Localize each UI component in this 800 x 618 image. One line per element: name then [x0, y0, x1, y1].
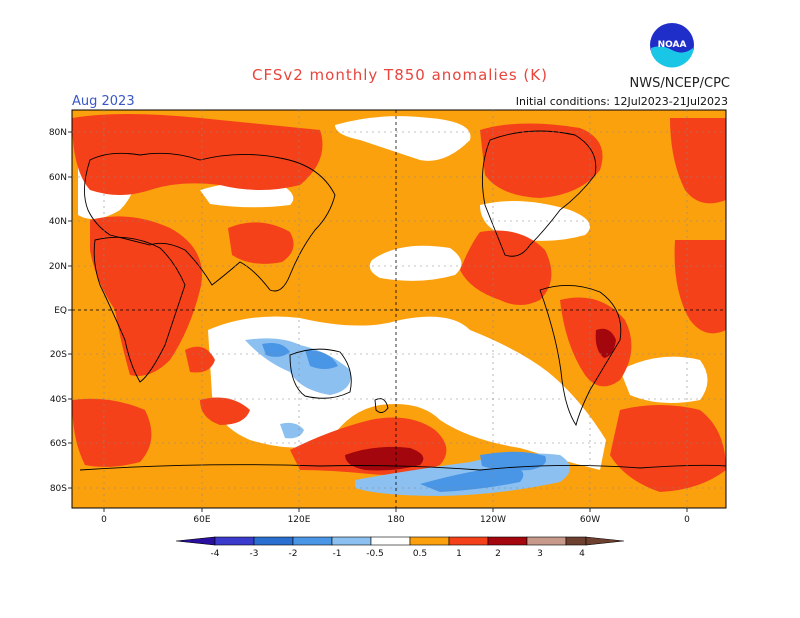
colorbar-m1-m05 [331, 536, 372, 546]
neutral-south-atlantic [620, 356, 708, 404]
lon-ticks [103, 508, 688, 512]
colorbar-label: 4 [579, 549, 585, 559]
lon-label: 60E [193, 515, 210, 525]
lon-label: 0 [101, 515, 107, 525]
colorbar-label: 1 [456, 549, 462, 559]
colorbar-m3-m2 [253, 536, 294, 546]
lon-label: 120W [480, 515, 506, 525]
chart-title: CFSv2 monthly T850 anomalies (K) [252, 66, 548, 84]
lat-labels: 80N 60N 40N 20N EQ 20S 40S 60S 80S [49, 128, 67, 494]
colorbar-label: -4 [211, 549, 220, 559]
lat-label: 60N [49, 173, 67, 183]
colorbar-label: 2 [495, 549, 501, 559]
anomaly-field [72, 110, 726, 508]
lon-label: 60W [580, 515, 600, 525]
lat-label: 40N [49, 217, 67, 227]
colorbar-p2-p3 [487, 536, 528, 546]
colorbar-label: -2 [289, 549, 298, 559]
graticule [72, 110, 726, 508]
logo-text: NOAA [658, 40, 687, 50]
colorbar-gt-p4 [585, 536, 625, 546]
colorbar-label: -0.5 [366, 549, 384, 559]
anomaly-2-3 [345, 328, 616, 471]
forecast-month: Aug 2023 [72, 94, 135, 109]
colorbar-p1-p2 [448, 536, 489, 546]
neutral-north-pacific [369, 245, 462, 281]
map-frame [71, 109, 727, 509]
noaa-logo-icon: NOAA [650, 23, 694, 68]
lat-label: 40S [50, 395, 67, 405]
colorbar-p3-p4 [526, 536, 567, 546]
neutral-arctic [335, 116, 471, 161]
lon-label: 0 [684, 515, 690, 525]
colorbar-label: -3 [250, 549, 259, 559]
colorbar-p05-p1 [409, 536, 450, 546]
colorbar-labels: -4 -3 -2 -1 -0.5 0.5 1 2 3 4 [211, 549, 586, 559]
colorbar-label: -1 [333, 549, 342, 559]
colorbar [175, 536, 625, 546]
agency-label: NWS/NCEP/CPC [629, 76, 730, 91]
colorbar-label: 0.5 [413, 549, 427, 559]
colorbar-gt-p4-base [565, 536, 587, 546]
colorbar-neutral [370, 536, 411, 546]
lon-label: 120E [288, 515, 311, 525]
anomaly-1-2 [72, 114, 726, 492]
anomaly-negative [245, 338, 570, 496]
colorbar-label: 3 [537, 549, 543, 559]
initial-conditions: Initial conditions: 12Jul2023-21Jul2023 [515, 95, 728, 108]
lat-label: 20S [50, 350, 67, 360]
lat-label: 60S [50, 439, 67, 449]
colorbar-lt-minus4 [175, 536, 216, 546]
colorbar-m2-m1 [292, 536, 333, 546]
lat-ticks [68, 131, 72, 489]
coastlines [79, 130, 726, 471]
lat-label: EQ [54, 306, 67, 316]
lon-labels: 0 60E 120E 180 120W 60W 0 [101, 515, 690, 525]
lat-label: 80S [50, 484, 67, 494]
lon-label: 180 [387, 515, 404, 525]
lat-label: 20N [49, 262, 67, 272]
lat-label: 80N [49, 128, 67, 138]
colorbar-m4-m3 [214, 536, 255, 546]
